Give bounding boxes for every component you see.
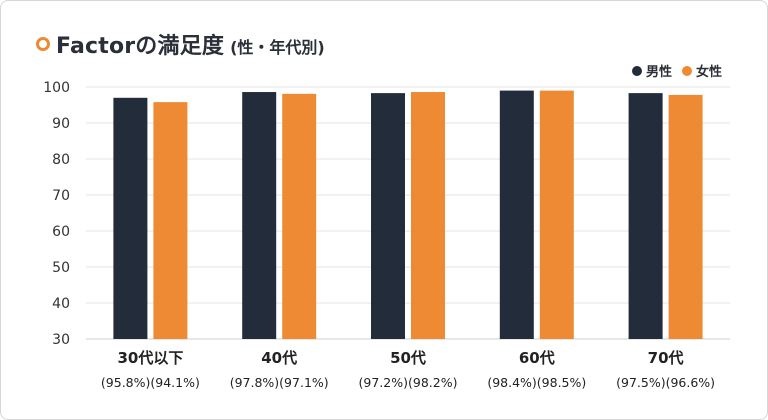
bar-male bbox=[371, 93, 405, 340]
y-tick-label: 80 bbox=[52, 152, 70, 168]
legend-item-female: 女性 bbox=[681, 61, 722, 80]
x-category-label: 30代以下 bbox=[117, 349, 183, 367]
bar-female bbox=[282, 93, 317, 339]
x-category-note: (95.8%)(94.1%) bbox=[101, 375, 200, 390]
legend-label-female: 女性 bbox=[695, 65, 722, 80]
x-category-note: (98.4%)(98.5%) bbox=[487, 375, 586, 390]
x-category-label: 40代 bbox=[261, 349, 297, 367]
bar-male bbox=[113, 97, 148, 339]
x-category-label: 70代 bbox=[648, 349, 684, 367]
y-tick-label: 30 bbox=[52, 332, 70, 348]
x-category-note: (97.8%)(97.1%) bbox=[230, 375, 329, 390]
bar-female bbox=[153, 102, 188, 340]
bar-female bbox=[411, 92, 445, 339]
title-ring-icon bbox=[36, 37, 50, 51]
bar-female bbox=[668, 94, 703, 339]
x-category-note: (97.5%)(96.6%) bbox=[616, 375, 715, 390]
legend: 男性 女性 bbox=[622, 61, 722, 80]
y-tick-label: 40 bbox=[52, 296, 70, 312]
chart-title: Factorの満足度 bbox=[56, 34, 225, 59]
x-category-label: 50代 bbox=[390, 349, 426, 367]
y-tick-label: 60 bbox=[52, 224, 70, 240]
y-tick-label: 100 bbox=[43, 80, 70, 96]
bar-male bbox=[242, 92, 277, 339]
bar-female bbox=[539, 90, 574, 339]
bar-male bbox=[499, 90, 534, 339]
legend-dot-female bbox=[681, 65, 692, 76]
legend-item-male: 男性 bbox=[631, 61, 672, 80]
x-category-label: 60代 bbox=[519, 349, 555, 367]
y-tick-label: 50 bbox=[52, 260, 70, 276]
y-tick-label: 70 bbox=[52, 188, 70, 204]
y-tick-label: 90 bbox=[52, 116, 70, 132]
x-category-note: (97.2%)(98.2%) bbox=[359, 375, 458, 390]
legend-dot-male bbox=[631, 65, 642, 76]
bar-male bbox=[628, 93, 663, 340]
chart-subtitle: (性・年代別) bbox=[230, 38, 325, 57]
legend-label-male: 男性 bbox=[645, 65, 672, 80]
chart-header: Factorの満足度 (性・年代別) bbox=[36, 28, 325, 60]
